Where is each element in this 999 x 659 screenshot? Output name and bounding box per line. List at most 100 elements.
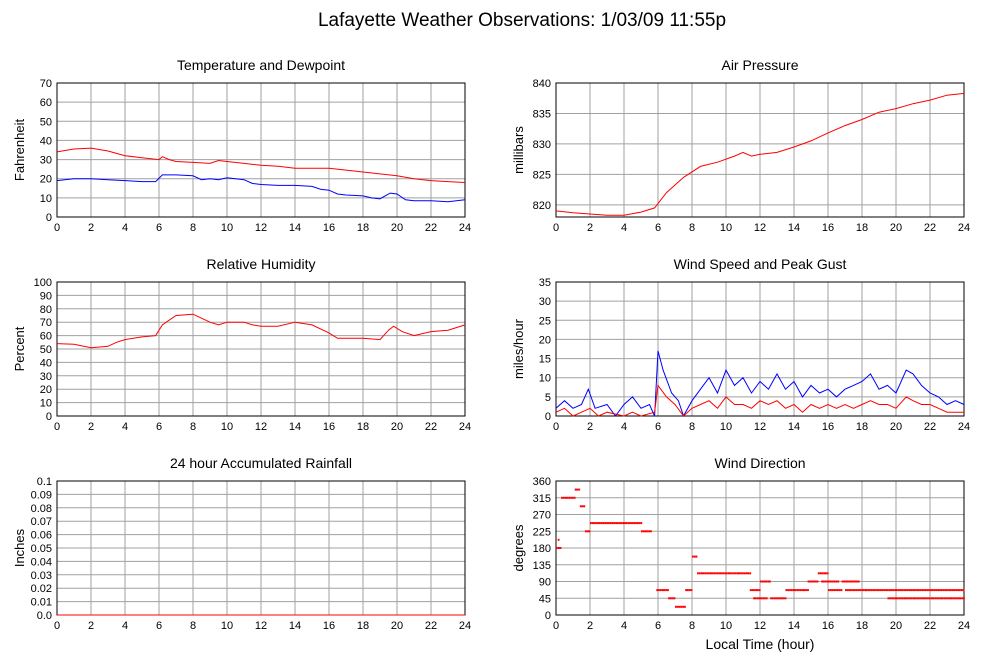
data-point bbox=[711, 572, 714, 575]
data-point bbox=[659, 589, 662, 592]
data-point bbox=[870, 589, 873, 592]
y-tick-label: 315 bbox=[533, 493, 551, 505]
data-point bbox=[946, 589, 949, 592]
data-point bbox=[959, 597, 962, 600]
data-point bbox=[841, 580, 844, 583]
data-point bbox=[906, 589, 909, 592]
data-point bbox=[811, 580, 813, 583]
y-tick-label: 225 bbox=[533, 526, 551, 538]
data-point bbox=[850, 580, 853, 583]
chart-title: 24 hour Accumulated Rainfall bbox=[170, 455, 352, 471]
chart-title: Relative Humidity bbox=[207, 256, 316, 272]
data-point bbox=[755, 589, 757, 592]
data-point bbox=[576, 488, 579, 491]
y-tick-label: 825 bbox=[533, 169, 551, 181]
data-point bbox=[749, 589, 752, 592]
data-point bbox=[772, 597, 774, 600]
data-point bbox=[707, 572, 710, 575]
data-point bbox=[954, 597, 956, 600]
data-point bbox=[583, 505, 586, 508]
y-tick-label: 0.08 bbox=[31, 503, 52, 515]
data-point bbox=[878, 589, 880, 592]
data-point bbox=[903, 597, 906, 600]
x-tick-label: 6 bbox=[156, 421, 162, 433]
data-point bbox=[656, 589, 659, 592]
data-point bbox=[923, 597, 926, 600]
data-point bbox=[676, 605, 679, 608]
data-point bbox=[961, 597, 964, 600]
data-point bbox=[936, 597, 938, 600]
data-point bbox=[948, 589, 950, 592]
data-point bbox=[702, 572, 705, 575]
data-point bbox=[784, 597, 787, 600]
y-tick-label: 10 bbox=[40, 193, 52, 205]
x-tick-label: 8 bbox=[190, 620, 196, 632]
data-point bbox=[916, 597, 919, 600]
data-point bbox=[636, 522, 639, 525]
data-point bbox=[753, 597, 755, 600]
data-point bbox=[885, 589, 887, 592]
data-point bbox=[905, 597, 908, 600]
data-point bbox=[595, 522, 598, 525]
x-tick-label: 24 bbox=[958, 421, 970, 433]
x-tick-label: 6 bbox=[156, 620, 162, 632]
data-point bbox=[695, 555, 698, 558]
y-tick-label: 180 bbox=[533, 543, 551, 555]
chart-title: Air Pressure bbox=[721, 57, 798, 73]
data-point bbox=[688, 589, 691, 592]
data-point bbox=[883, 589, 886, 592]
data-point bbox=[935, 589, 938, 592]
x-tick-label: 18 bbox=[856, 620, 868, 632]
data-point bbox=[667, 589, 669, 592]
chart-title: Wind Speed and Peak Gust bbox=[674, 256, 847, 272]
y-tick-label: 135 bbox=[533, 560, 551, 572]
data-point bbox=[892, 597, 895, 600]
y-tick-label: 100 bbox=[34, 277, 52, 289]
data-point bbox=[763, 580, 766, 583]
y-tick-label: 30 bbox=[40, 155, 52, 167]
data-point bbox=[910, 597, 913, 600]
data-point bbox=[678, 605, 681, 608]
data-point bbox=[896, 597, 899, 600]
data-point bbox=[764, 597, 766, 600]
data-point bbox=[749, 572, 752, 575]
data-point bbox=[925, 597, 928, 600]
data-point bbox=[901, 597, 904, 600]
data-point bbox=[591, 522, 594, 525]
data-point bbox=[948, 597, 951, 600]
y-tick-label: 0.03 bbox=[31, 570, 52, 582]
data-point bbox=[939, 597, 942, 600]
y-tick-label: 270 bbox=[533, 510, 551, 522]
data-point bbox=[845, 580, 847, 583]
x-tick-label: 0 bbox=[553, 222, 559, 234]
data-point bbox=[833, 589, 836, 592]
x-tick-label: 24 bbox=[459, 421, 471, 433]
data-point bbox=[835, 580, 838, 583]
data-point bbox=[932, 597, 935, 600]
x-tick-label: 20 bbox=[391, 620, 403, 632]
y-axis-label: Fahrenheit bbox=[12, 119, 27, 182]
x-tick-label: 14 bbox=[289, 620, 301, 632]
data-point bbox=[682, 605, 684, 608]
data-point bbox=[817, 572, 820, 575]
y-tick-label: 0.04 bbox=[31, 556, 52, 568]
data-point bbox=[581, 505, 584, 508]
data-point bbox=[955, 589, 958, 592]
data-point bbox=[765, 580, 768, 583]
data-point bbox=[747, 572, 750, 575]
data-point bbox=[762, 597, 764, 600]
x-tick-label: 10 bbox=[720, 620, 732, 632]
data-point bbox=[644, 530, 647, 533]
data-point bbox=[912, 597, 915, 600]
data-point bbox=[845, 589, 847, 592]
x-tick-label: 24 bbox=[459, 222, 471, 234]
data-point bbox=[790, 589, 793, 592]
data-point bbox=[891, 597, 893, 600]
x-tick-label: 8 bbox=[689, 222, 695, 234]
data-point bbox=[826, 580, 829, 583]
x-tick-label: 8 bbox=[689, 620, 695, 632]
data-point bbox=[631, 522, 634, 525]
data-point bbox=[613, 522, 616, 525]
data-point bbox=[915, 589, 918, 592]
